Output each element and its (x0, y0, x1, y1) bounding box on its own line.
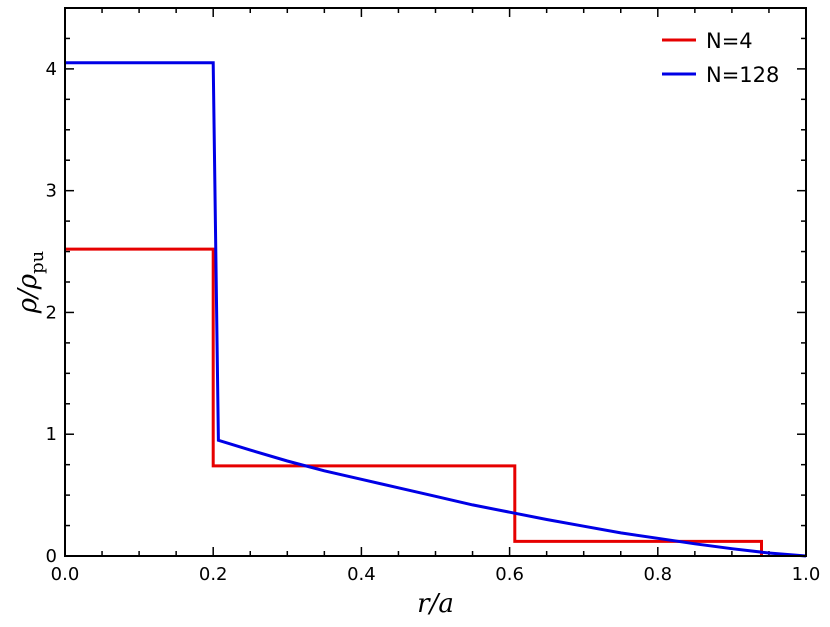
x-tick-label: 0.0 (51, 564, 80, 585)
tick-labels: 0.0 0.2 0.4 0.6 0.8 1.0 0 1 2 3 4 (46, 59, 821, 585)
y-tick-label: 1 (46, 424, 57, 445)
series-lines (65, 61, 807, 558)
x-axis-label: r/a (417, 589, 454, 619)
series-line-n-4 (65, 247, 763, 556)
x-tick-label: 0.4 (347, 564, 376, 585)
plot-frame (64, 7, 807, 557)
legend-label: N=128 (706, 63, 779, 87)
legend-label: N=4 (706, 29, 753, 53)
series-line-n-128 (65, 61, 807, 558)
y-tick-label: 3 (46, 181, 57, 202)
x-tick-label: 0.8 (643, 564, 672, 585)
x-tick-label: 1.0 (792, 564, 821, 585)
x-tick-label: 0.2 (199, 564, 228, 585)
y-tick-label: 0 (46, 546, 57, 567)
x-tick-label: 0.6 (495, 564, 524, 585)
y-axis-label: ρ/ρpu (13, 251, 48, 314)
y-tick-label: 2 (46, 302, 57, 323)
legend: N=4 N=128 (662, 29, 779, 87)
y-tick-label: 4 (46, 59, 57, 80)
axis-ticks (64, 7, 807, 557)
